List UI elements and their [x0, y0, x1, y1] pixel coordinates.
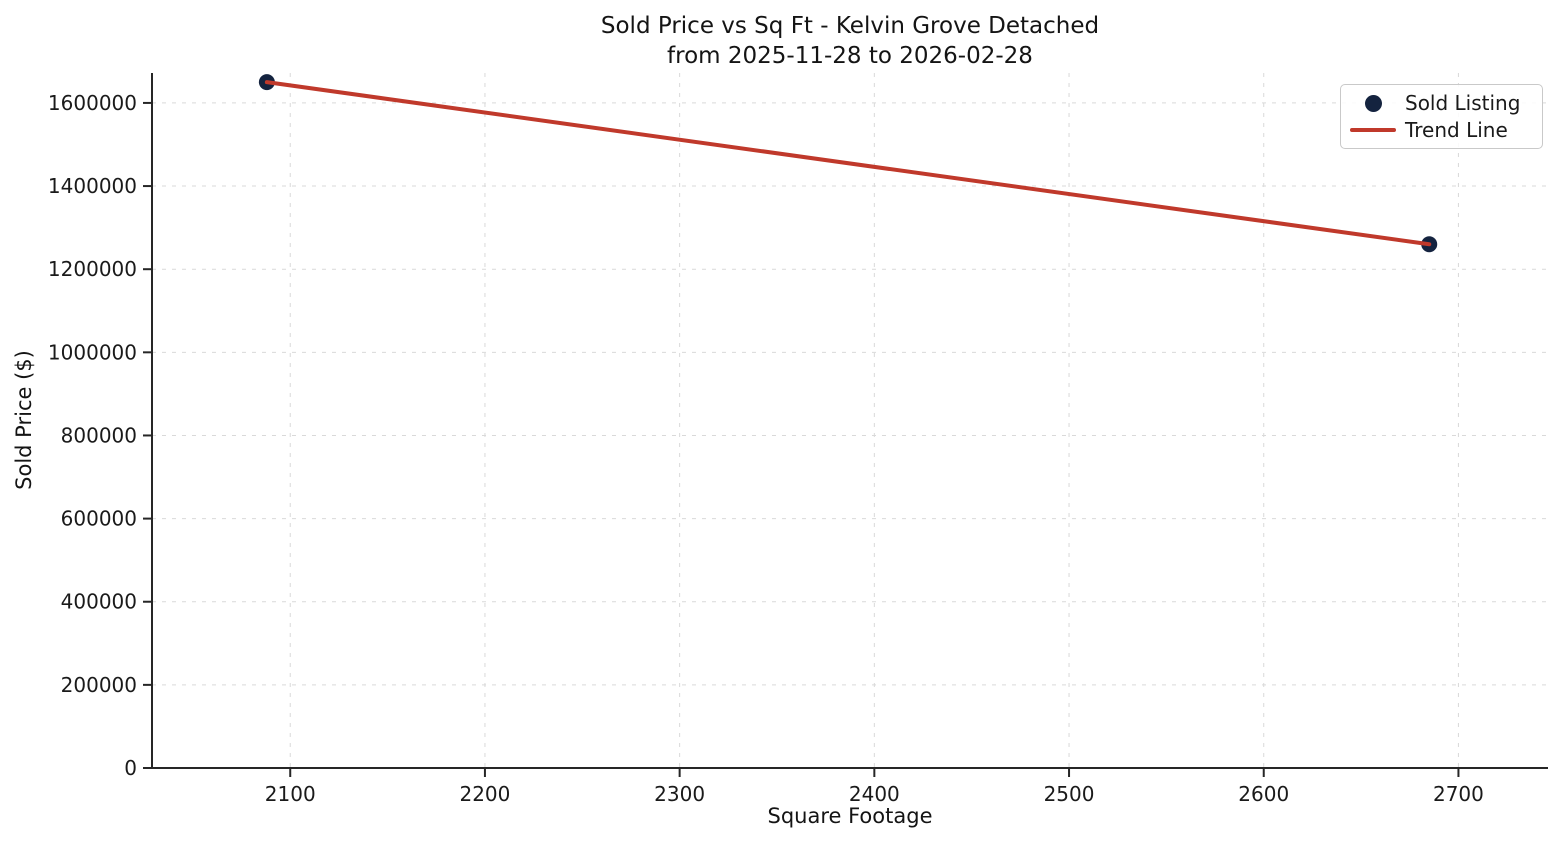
trend-line-marker-icon	[1350, 128, 1396, 132]
legend-marker-cell	[1341, 128, 1405, 132]
x-tick-label: 2200	[459, 782, 510, 806]
x-axis-label: Square Footage	[767, 804, 933, 828]
x-tick-label: 2600	[1238, 782, 1289, 806]
y-tick-label: 200000	[61, 673, 137, 697]
legend-marker-cell	[1341, 94, 1405, 112]
y-tick-label: 1200000	[48, 257, 137, 281]
x-tick-label: 2100	[265, 782, 316, 806]
legend-label-trend-line: Trend Line	[1405, 118, 1508, 142]
chart-subtitle: from 2025-11-28 to 2026-02-28	[667, 43, 1033, 69]
trend-line-path	[264, 80, 1432, 247]
y-tick-label: 400000	[61, 590, 137, 614]
y-tick-label: 1000000	[48, 340, 137, 364]
legend-item-sold-listing: Sold Listing	[1341, 91, 1542, 115]
y-tick-label: 600000	[61, 507, 137, 531]
legend-label-sold-listing: Sold Listing	[1405, 91, 1521, 115]
sold-listing-marker-icon	[1364, 94, 1382, 112]
chart-title: Sold Price vs Sq Ft - Kelvin Grove Detac…	[600, 13, 1100, 39]
y-tick-label: 800000	[61, 423, 137, 447]
x-tick-label: 2500	[1044, 782, 1095, 806]
x-tick-label: 2300	[654, 782, 705, 806]
x-tick-label: 2400	[849, 782, 900, 806]
y-tick-label: 0	[124, 756, 137, 780]
chart-title-block: Sold Price vs Sq Ft - Kelvin Grove Detac…	[152, 11, 1548, 71]
legend: Sold Listing Trend Line	[1340, 84, 1543, 149]
y-tick-label: 1400000	[48, 174, 137, 198]
y-tick-label: 1600000	[48, 91, 137, 115]
legend-item-trend-line: Trend Line	[1341, 118, 1542, 142]
x-tick-label: 2700	[1433, 782, 1484, 806]
y-axis-label: Sold Price ($)	[12, 350, 36, 490]
